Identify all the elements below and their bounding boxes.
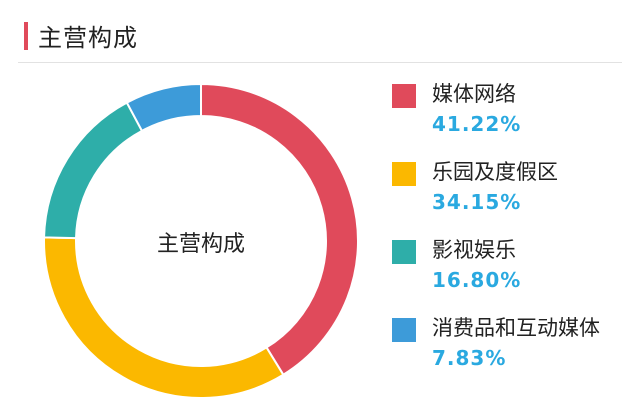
divider — [18, 62, 622, 63]
pie-slice-3 — [43, 101, 144, 240]
legend-value: 41.22% — [432, 112, 522, 136]
legend-label: 乐园及度假区 — [432, 160, 558, 184]
section-header: 主营构成 — [24, 18, 138, 53]
legend-item: 影视娱乐 16.80% — [392, 234, 632, 294]
legend-value: 34.15% — [432, 190, 522, 214]
legend-swatch — [392, 240, 416, 264]
donut-chart: 主营构成 — [43, 82, 359, 399]
accent-bar — [24, 21, 28, 50]
legend-value: 16.80% — [432, 268, 522, 292]
legend-value: 7.83% — [432, 346, 507, 370]
legend-label: 媒体网络 — [432, 82, 516, 106]
legend-item: 消费品和互动媒体 7.83% — [392, 312, 632, 372]
legend: 媒体网络 41.22% 乐园及度假区 34.15% 影视娱乐 16.80% 消费品和互动媒体… — [392, 78, 632, 390]
section-title: 主营构成 — [38, 24, 138, 52]
pie-slice-1 — [200, 82, 359, 377]
pie-slice-4 — [125, 82, 202, 133]
donut-center-label: 主营构成 — [157, 232, 245, 257]
legend-swatch — [392, 318, 416, 342]
legend-swatch — [392, 84, 416, 108]
legend-swatch — [392, 162, 416, 186]
legend-label: 消费品和互动媒体 — [432, 316, 600, 340]
pie-slice-2 — [43, 236, 285, 399]
legend-item: 乐园及度假区 34.15% — [392, 156, 632, 216]
legend-item: 媒体网络 41.22% — [392, 78, 632, 138]
legend-label: 影视娱乐 — [432, 238, 516, 262]
